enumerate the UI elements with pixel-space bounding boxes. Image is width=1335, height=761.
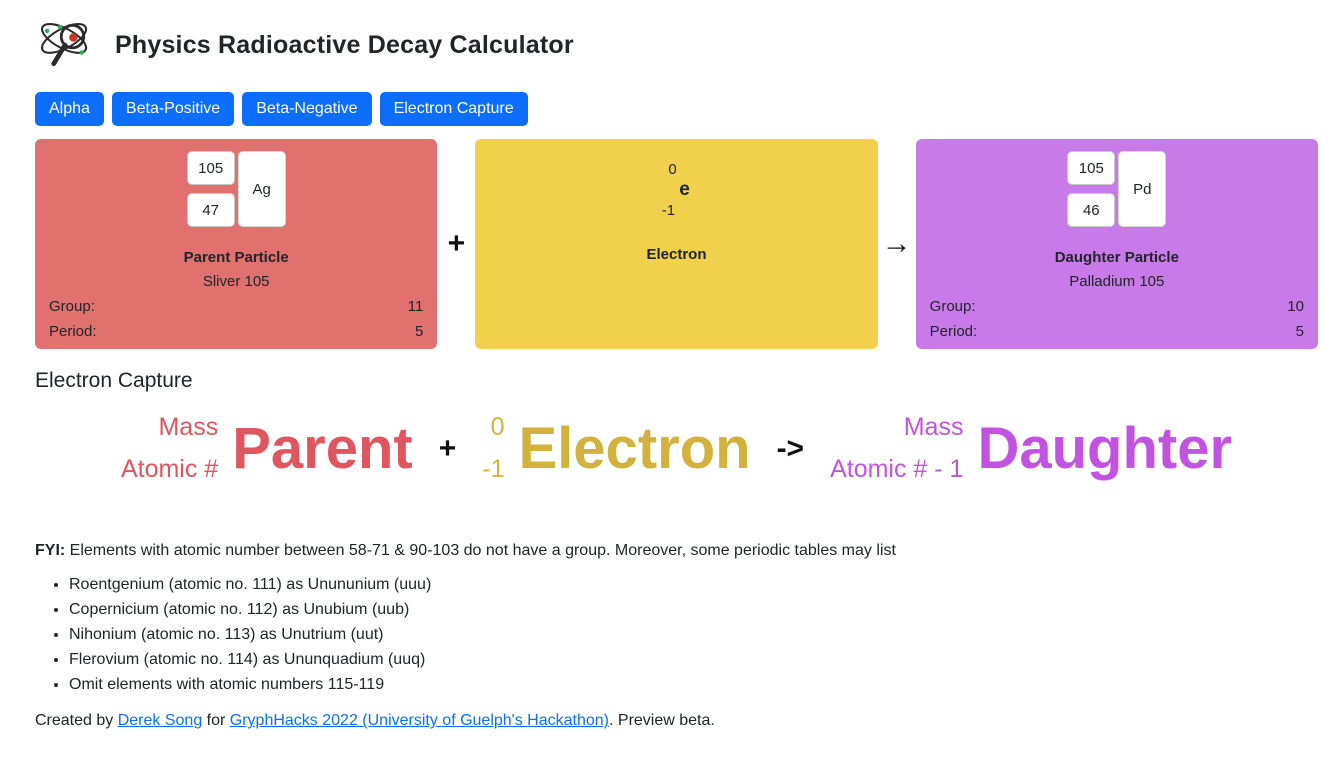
parent-element-symbol: Ag <box>237 151 286 227</box>
daughter-particle-card: Pd Daughter Particle Palladium 105 Group… <box>915 139 1318 349</box>
parent-period-row: Period: 5 <box>49 323 423 340</box>
electron-mass-number: 0 <box>668 161 677 178</box>
equation-arrow-operator: -> <box>776 431 805 465</box>
list-item: Copernicium (atomic no. 112) as Unubium … <box>69 601 1318 619</box>
equation-daughter-word: Daughter <box>977 415 1233 481</box>
electron-card-title: Electron <box>646 245 707 263</box>
daughter-nuclide-notation: Pd <box>930 151 1304 227</box>
equation-electron-word: Electron <box>518 415 751 481</box>
daughter-element-symbol: Pd <box>1118 151 1167 227</box>
mode-button-electron-capture[interactable]: Electron Capture <box>379 92 528 126</box>
parent-card-title: Parent Particle <box>183 249 289 266</box>
equation-parent-word: Parent <box>232 415 413 481</box>
daughter-group-label: Group: <box>929 298 976 315</box>
equation-daughter-term: Mass Atomic # - 1 Daughter <box>830 415 1232 482</box>
footer-created-by-text: Created by <box>35 712 118 730</box>
parent-particle-card: Ag Parent Particle Sliver 105 Group: 11 … <box>35 139 438 349</box>
arrow-operator: → <box>881 227 912 260</box>
daughter-period-value: 5 <box>1295 323 1304 340</box>
parent-period-value: 5 <box>414 323 424 340</box>
parent-mass-input[interactable] <box>186 151 235 185</box>
daughter-atomic-input[interactable] <box>1067 193 1116 227</box>
parent-card-subtitle: Sliver 105 <box>202 273 270 290</box>
daughter-period-row: Period: 5 <box>930 323 1304 340</box>
parent-atomic-input[interactable] <box>186 193 235 227</box>
mode-button-beta-negative[interactable]: Beta-Negative <box>242 92 372 126</box>
parent-group-label: Group: <box>49 298 95 315</box>
electron-charge: -1 <box>661 201 676 219</box>
daughter-card-subtitle: Palladium 105 <box>1069 273 1165 290</box>
electron-card: 0 e -1 Electron <box>475 139 878 349</box>
plus-operator: + <box>447 227 466 260</box>
equation-parent-mass-label: Mass <box>158 413 219 441</box>
daughter-period-label: Period: <box>929 323 978 340</box>
footer-suffix-text: . Preview beta. <box>609 712 715 730</box>
page-title: Physics Radioactive Decay Calculator <box>115 30 574 59</box>
equation-diagram: Mass Atomic # Parent + 0 -1 Electron -> … <box>35 415 1318 482</box>
equation-daughter-atomic-label: Atomic # - 1 <box>830 455 964 483</box>
header: Physics Radioactive Decay Calculator <box>35 14 1318 76</box>
footer-for-text: for <box>202 712 230 730</box>
daughter-card-title: Daughter Particle <box>1054 249 1179 266</box>
atom-logo-icon <box>35 14 95 76</box>
parent-nuclide-notation: Ag <box>49 151 423 227</box>
parent-group-value: 11 <box>407 298 424 315</box>
list-item: Roentgenium (atomic no. 111) as Unununiu… <box>69 576 1318 594</box>
fyi-list: Roentgenium (atomic no. 111) as Unununiu… <box>35 576 1318 694</box>
equation-daughter-mass-label: Mass <box>903 413 964 441</box>
footer: Created by Derek Song for GryphHacks 202… <box>35 712 1318 730</box>
electron-notation: 0 e -1 <box>489 161 863 220</box>
equation-parent-term: Mass Atomic # Parent <box>121 415 413 482</box>
parent-group-row: Group: 11 <box>49 298 423 315</box>
equation-plus-operator: + <box>438 431 457 465</box>
daughter-group-value: 10 <box>1287 298 1304 315</box>
equation-electron-term: 0 -1 Electron <box>482 415 750 482</box>
fyi-label: FYI: <box>35 542 66 559</box>
mode-button-row: Alpha Beta-Positive Beta-Negative Electr… <box>35 92 1318 126</box>
list-item: Flerovium (atomic no. 114) as Ununquadiu… <box>69 651 1318 669</box>
parent-period-label: Period: <box>49 323 97 340</box>
fyi-text: Elements with atomic number between 58-7… <box>65 542 896 559</box>
event-link[interactable]: GryphHacks 2022 (University of Guelph's … <box>229 712 609 730</box>
equation-electron-mass-label: 0 <box>490 413 505 441</box>
daughter-mass-input[interactable] <box>1067 151 1116 185</box>
equation-electron-charge-label: -1 <box>482 455 505 483</box>
reaction-row: Ag Parent Particle Sliver 105 Group: 11 … <box>35 139 1318 349</box>
equation-parent-atomic-label: Atomic # <box>120 455 219 483</box>
list-item: Omit elements with atomic numbers 115-11… <box>69 676 1318 694</box>
equation-heading: Electron Capture <box>35 369 193 392</box>
author-link[interactable]: Derek Song <box>117 712 203 730</box>
electron-symbol: e <box>679 179 690 200</box>
list-item: Nihonium (atomic no. 113) as Unutrium (u… <box>69 626 1318 644</box>
daughter-group-row: Group: 10 <box>930 298 1304 315</box>
mode-button-alpha[interactable]: Alpha <box>35 92 104 126</box>
fyi-note: FYI: Elements with atomic number between… <box>35 540 1318 562</box>
mode-button-beta-positive[interactable]: Beta-Positive <box>111 92 235 126</box>
